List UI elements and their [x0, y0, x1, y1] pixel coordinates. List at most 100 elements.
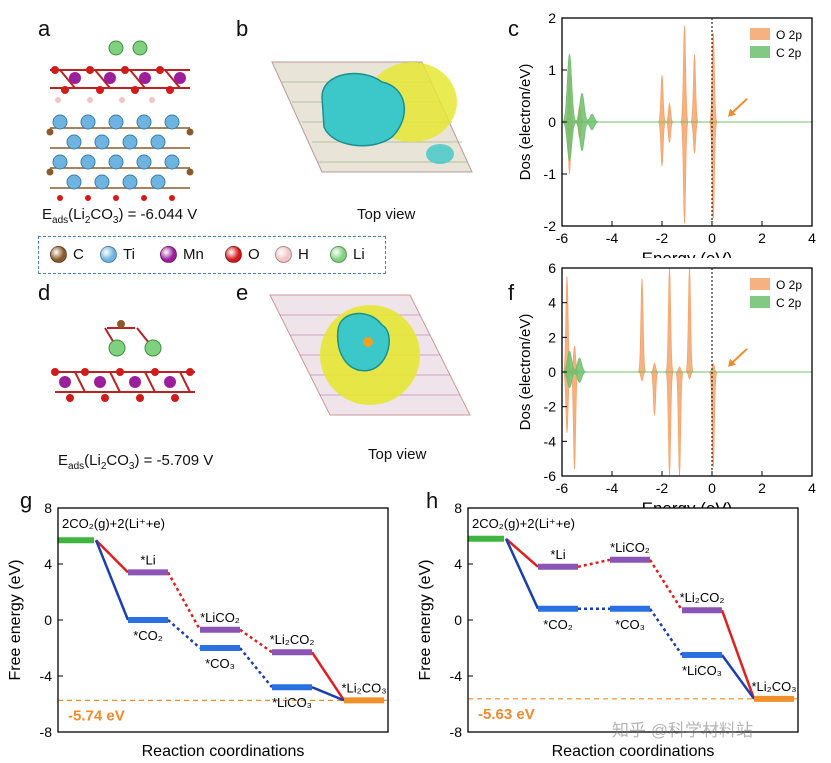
energy-level-label: *LiCO₃: [272, 695, 312, 710]
red-path-segment: [720, 609, 756, 700]
blue-path-segment: [720, 654, 756, 700]
legend-atom-dot: [100, 246, 117, 263]
arrow-head: [728, 108, 736, 117]
legend-atom-c: C: [50, 246, 84, 263]
panel-label-a: a: [38, 16, 51, 41]
y-tick-label: -8: [40, 724, 53, 740]
y-tick-label: 8: [44, 500, 52, 516]
y-axis-label: Free energy (eV): [7, 560, 24, 681]
y-tick-label: -6: [544, 468, 557, 484]
energy-level-label: *Li₂CO₃: [751, 679, 796, 694]
x-tick-label: -2: [656, 230, 669, 246]
free-energy-chart-h: -5.63 eV *Li *CO₂ *LiCO₂ *CO₃ *Li₂CO₂ *LiCO₃ *L…: [417, 500, 799, 760]
red-path-segment: [505, 537, 539, 568]
x-axis-label: Energy (eV): [642, 499, 733, 508]
y-tick-label: 1: [548, 62, 556, 78]
y-tick-label: -4: [40, 668, 53, 684]
x-tick-label: -6: [556, 480, 569, 496]
energy-level-label: *Li₂CO₂: [270, 632, 315, 647]
energy-level-label: *CO₂: [133, 628, 163, 643]
x-tick-label: 2: [758, 230, 766, 246]
x-tick-label: 0: [708, 480, 716, 496]
legend-label: O 2p: [776, 278, 802, 292]
legend-label: C 2p: [776, 46, 802, 60]
y-axis-label: Free energy (eV): [417, 560, 434, 681]
x-tick-label: 2: [758, 480, 766, 496]
legend-label: O 2p: [776, 28, 802, 42]
y-tick-label: 4: [548, 295, 556, 311]
x-tick-label: -6: [556, 230, 569, 246]
energy-level-label: *CO₃: [205, 656, 235, 671]
legend-swatch: [750, 28, 770, 40]
panel-label-f: f: [508, 280, 515, 305]
legend-atom-dot: [275, 246, 292, 263]
y-tick-label: -8: [450, 724, 463, 740]
y-tick-label: 2: [548, 329, 556, 345]
y-tick-label: 0: [44, 612, 52, 628]
start-state-label: 2CO₂(g)+2(Li⁺+e): [472, 516, 575, 531]
energy-level-label: *Li₂CO₂: [680, 590, 725, 605]
dos-series-up-o-2p: [562, 25, 812, 123]
energy-level-label: *LiCO₂: [610, 540, 650, 555]
legend-atom-dot: [330, 246, 347, 263]
red-path-segment: [310, 651, 346, 702]
red-path-segment: [648, 559, 684, 611]
legend-label: C 2p: [776, 296, 802, 310]
atom-legend-row: C Ti Mn O H Li: [50, 246, 380, 266]
legend-atom-o: O: [225, 246, 260, 263]
caption-b: Top view: [357, 206, 416, 223]
atom-legend: [38, 236, 386, 274]
arrow-head: [728, 358, 736, 367]
legend-swatch: [750, 296, 770, 308]
y-tick-label: 8: [454, 500, 462, 516]
dos-series-down-c-2p: [561, 371, 812, 389]
dos-series-down-c-2p: [561, 121, 812, 162]
legend-atom-label: Ti: [123, 246, 135, 263]
energy-caption-d: Eads(Li2CO3) = -5.709 V: [58, 452, 214, 472]
y-tick-label: 0: [548, 364, 556, 380]
legend-atom-li: Li: [330, 246, 365, 263]
panel-label-b: b: [236, 16, 249, 41]
blue-path-segment: [239, 647, 273, 688]
panel-label-c: c: [508, 16, 519, 41]
legend-atom-label: O: [248, 246, 260, 263]
charge-density-b-image: [271, 61, 473, 173]
blue-path-segment: [504, 538, 540, 610]
energy-level-label: *LiCO₂: [200, 610, 240, 625]
y-tick-label: 6: [548, 260, 556, 276]
charge-density-e-image: [269, 294, 471, 416]
panel-label-e: e: [236, 280, 249, 305]
dos-series-down-o-2p: [562, 121, 812, 224]
red-path-segment: [95, 539, 129, 574]
y-tick-label: 4: [454, 556, 462, 572]
x-tick-label: 4: [808, 480, 816, 496]
dos-chart-f: -6 -4 -2 0 2 4 -6 -4 -2 0 2 4 6 Energy (eV) Dos (elect…: [517, 260, 816, 508]
red-path-segment: [239, 628, 273, 654]
legend-atom-dot: [50, 246, 67, 263]
li-atoms: [108, 40, 148, 56]
structure-a-image: [46, 40, 194, 201]
blue-path-segment: [648, 608, 684, 656]
energy-level-label: *CO₃: [615, 617, 645, 632]
dos-chart-c: -6 -4 -2 0 2 4 -2 -1 0 1 2 Energy (eV) Dos (electron…: [517, 10, 816, 258]
dos-series-down-o-2p: [562, 371, 812, 477]
reference-label: -5.74 eV: [68, 707, 125, 724]
legend-swatch: [750, 278, 770, 290]
legend-atom-label: H: [298, 246, 309, 263]
x-tick-label: -4: [606, 480, 619, 496]
energy-level-label: *Li₂CO₃: [341, 680, 386, 695]
ti-c-slab: [46, 114, 194, 201]
energy-level-label: *LiCO₃: [682, 663, 722, 678]
y-tick-label: -1: [544, 166, 557, 182]
caption-e: Top view: [368, 446, 427, 463]
legend-atom-ti: Ti: [100, 246, 135, 263]
x-axis-label: Energy (eV): [642, 249, 733, 258]
red-path-segment: [166, 571, 202, 631]
panel-label-h: h: [426, 488, 439, 513]
y-tick-label: 0: [454, 612, 462, 628]
x-tick-label: 0: [708, 230, 716, 246]
x-tick-label: -2: [656, 480, 669, 496]
red-path-segment: [577, 558, 611, 569]
x-tick-label: -4: [606, 230, 619, 246]
legend-swatch: [750, 46, 770, 58]
